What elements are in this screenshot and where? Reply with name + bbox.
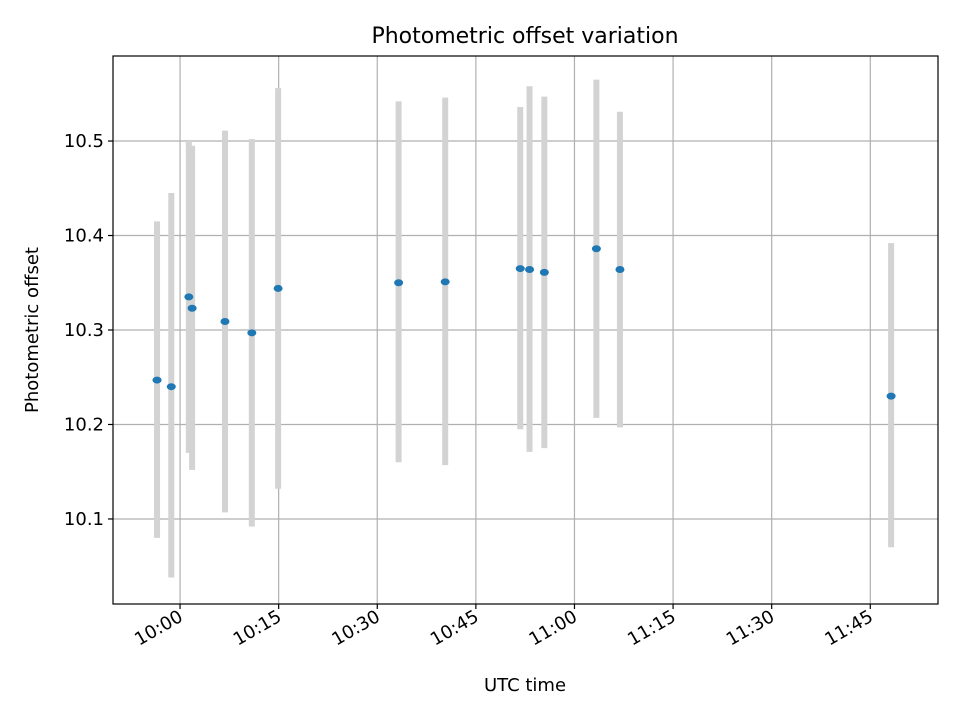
data-point — [184, 293, 194, 301]
data-point — [152, 376, 162, 384]
data-points — [152, 245, 896, 400]
x-axis-label: UTC time — [484, 675, 566, 696]
data-point — [539, 268, 549, 276]
data-point — [515, 265, 525, 273]
data-point — [220, 317, 230, 325]
y-axis-ticks: 10.1 10.2 10.3 10.4 10.5 — [64, 131, 113, 530]
chart-title: Photometric offset variation — [371, 24, 678, 49]
data-point — [273, 284, 283, 292]
y-tick-label: 10.4 — [64, 226, 104, 247]
data-point — [247, 329, 257, 337]
data-point — [166, 383, 176, 391]
y-tick-label: 10.2 — [64, 414, 104, 435]
data-point — [394, 279, 404, 287]
data-point — [525, 266, 535, 274]
data-point — [440, 278, 450, 286]
y-tick-label: 10.3 — [64, 320, 104, 341]
data-point — [187, 304, 197, 312]
y-tick-label: 10.5 — [64, 131, 104, 152]
y-axis-label: Photometric offset — [22, 247, 43, 413]
data-point — [591, 245, 601, 253]
data-point — [886, 392, 896, 400]
y-tick-label: 10.1 — [64, 509, 104, 530]
data-point — [615, 266, 625, 274]
